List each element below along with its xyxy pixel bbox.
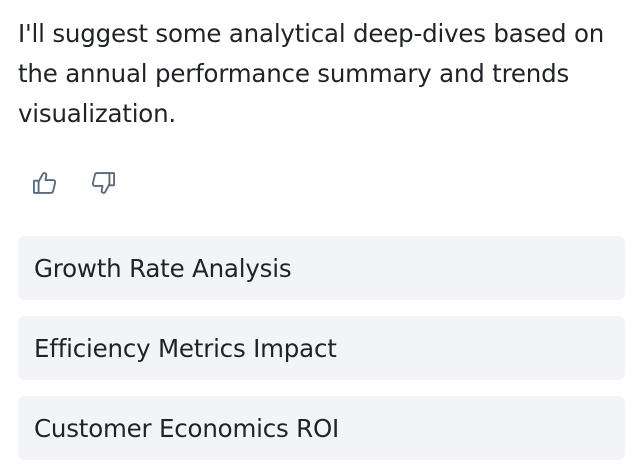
thumbs-up-button[interactable]: [30, 168, 60, 198]
feedback-bar: [30, 168, 118, 198]
thumbs-down-icon: [91, 172, 116, 194]
assistant-message: I'll suggest some analytical deep-dives …: [18, 19, 605, 128]
thumbs-up-icon: [32, 172, 57, 194]
suggestion-list: Growth Rate Analysis Efficiency Metrics …: [18, 236, 625, 476]
suggestion-growth-rate-analysis[interactable]: Growth Rate Analysis: [18, 236, 625, 300]
thumbs-down-button[interactable]: [88, 168, 118, 198]
suggestion-efficiency-metrics-impact[interactable]: Efficiency Metrics Impact: [18, 316, 625, 380]
suggestion-customer-economics-roi[interactable]: Customer Economics ROI: [18, 396, 625, 460]
